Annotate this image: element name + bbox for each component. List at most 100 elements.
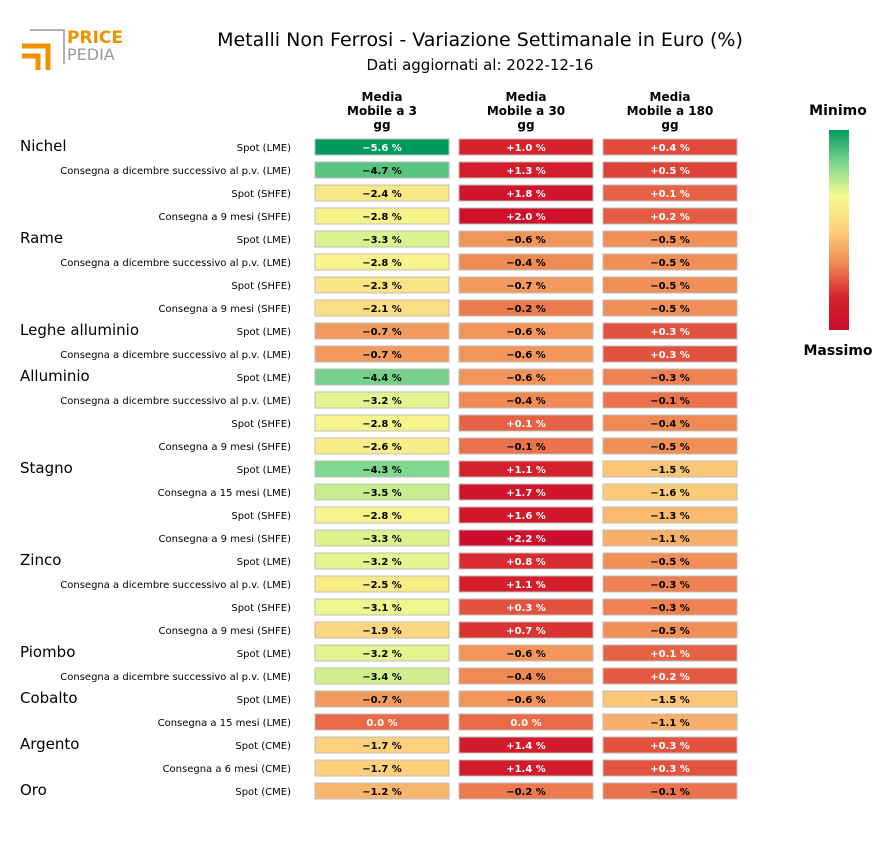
cell-value-label: 0.0 % (366, 718, 397, 729)
cell-value-label: −3.5 % (362, 488, 402, 499)
cell-value-label: −4.7 % (362, 166, 402, 177)
cell-value-label: −3.3 % (362, 235, 402, 246)
row-label: Spot (SHFE) (231, 419, 291, 430)
row-label: Spot (SHFE) (231, 281, 291, 292)
cell-value-label: +0.3 % (506, 603, 546, 614)
cell-value-label: +0.1 % (650, 649, 690, 660)
cell-value-label: −2.8 % (362, 258, 402, 269)
cell-value-label: −0.5 % (650, 442, 690, 453)
cell-value-label: −0.6 % (506, 373, 546, 384)
cell-value-label: −2.8 % (362, 212, 402, 223)
row-label: Consegna a dicembre successivo al p.v. (… (60, 396, 291, 407)
heatmap-cell (458, 667, 594, 685)
group-label: Piombo (20, 643, 75, 661)
cell-value-label: +1.8 % (506, 189, 546, 200)
heatmap-cell (602, 276, 738, 294)
cell-value-label: −0.2 % (506, 304, 546, 315)
cell-value-label: −0.4 % (506, 672, 546, 683)
cell-value-label: +0.5 % (650, 166, 690, 177)
group-label: Rame (20, 229, 63, 247)
cell-value-label: +1.1 % (506, 465, 546, 476)
heatmap-cell (314, 253, 450, 271)
cell-value-label: +1.4 % (506, 741, 546, 752)
row-label: Consegna a 15 mesi (LME) (158, 488, 291, 499)
chart-subtitle: Dati aggiornati al: 2022-12-16 (367, 56, 594, 74)
heatmap-cell (314, 506, 450, 524)
heatmap-cell (458, 414, 594, 432)
row-label: Spot (CME) (235, 741, 291, 752)
heatmap-cell (314, 782, 450, 800)
heatmap-cell (458, 161, 594, 179)
column-header-line: Mobile a 180 (627, 104, 714, 118)
legend-max-label: Massimo (803, 343, 872, 359)
group-label: Leghe alluminio (20, 321, 139, 339)
row-label: Spot (LME) (237, 327, 291, 338)
cell-value-label: −0.3 % (650, 580, 690, 591)
cell-value-label: +0.3 % (650, 327, 690, 338)
heatmap-cell (314, 138, 450, 156)
cell-value-label: −1.6 % (650, 488, 690, 499)
heatmap-cell (602, 575, 738, 593)
cell-value-label: −1.1 % (650, 534, 690, 545)
cell-value-label: −0.4 % (506, 396, 546, 407)
heatmap-cell (314, 437, 450, 455)
cell-value-label: −0.5 % (650, 281, 690, 292)
cell-value-label: +1.3 % (506, 166, 546, 177)
cell-value-label: −1.7 % (362, 764, 402, 775)
row-label: Spot (LME) (237, 695, 291, 706)
heatmap-cell (314, 667, 450, 685)
heatmap-cell (314, 276, 450, 294)
heatmap-cell (458, 391, 594, 409)
cell-value-label: +0.8 % (506, 557, 546, 568)
row-label: Spot (LME) (237, 235, 291, 246)
heatmap-cell (602, 391, 738, 409)
heatmap-cell (458, 230, 594, 248)
heatmap-cell (458, 621, 594, 639)
heatmap-cell (602, 552, 738, 570)
cell-value-label: +1.4 % (506, 764, 546, 775)
cell-value-label: −0.6 % (506, 649, 546, 660)
cell-value-label: −4.3 % (362, 465, 402, 476)
heatmap-cell (314, 529, 450, 547)
row-label: Spot (LME) (237, 649, 291, 660)
cell-value-label: −0.5 % (650, 626, 690, 637)
heatmap-cell (314, 575, 450, 593)
heatmap-cell (458, 713, 594, 731)
heatmap-cell (314, 690, 450, 708)
cell-value-label: −0.3 % (650, 373, 690, 384)
row-label: Spot (LME) (237, 373, 291, 384)
cell-value-label: −0.5 % (650, 258, 690, 269)
cell-value-label: −0.6 % (506, 235, 546, 246)
column-header-line: Media (506, 90, 547, 104)
logo-text-price: PRICE (67, 28, 123, 48)
heatmap-cell (314, 184, 450, 202)
heatmap-cell (314, 598, 450, 616)
heatmap-cell (602, 460, 738, 478)
heatmap-cell (458, 552, 594, 570)
heatmap-cell (602, 138, 738, 156)
color-scale-legend: Minimo Massimo (803, 103, 872, 359)
heatmap-cell (602, 690, 738, 708)
heatmap-cell (458, 345, 594, 363)
column-header-line: gg (517, 118, 534, 132)
column-header-line: gg (373, 118, 390, 132)
cell-value-label: −4.4 % (362, 373, 402, 384)
column-header-line: Mobile a 3 (347, 104, 417, 118)
cell-value-label: −0.7 % (362, 695, 402, 706)
heatmap-cell (458, 276, 594, 294)
logo-mark-icon (22, 29, 65, 70)
heatmap-cell (602, 437, 738, 455)
column-header-line: Media (650, 90, 691, 104)
heatmap-cell (314, 460, 450, 478)
cell-value-label: −3.1 % (362, 603, 402, 614)
heatmap-cell (314, 230, 450, 248)
cell-value-label: +1.7 % (506, 488, 546, 499)
cell-value-label: −0.4 % (506, 258, 546, 269)
cell-value-label: −0.1 % (506, 442, 546, 453)
column-header-line: Media (362, 90, 403, 104)
heatmap-cell (602, 345, 738, 363)
heatmap-cell (458, 460, 594, 478)
heatmap-cell (602, 621, 738, 639)
cell-value-label: −0.5 % (650, 557, 690, 568)
